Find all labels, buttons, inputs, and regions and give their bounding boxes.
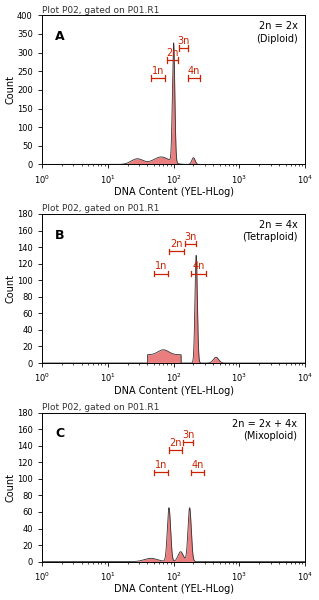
Text: 2n: 2n	[167, 48, 179, 58]
Y-axis label: Count: Count	[5, 274, 16, 303]
Text: 2n = 2x
(Diploid): 2n = 2x (Diploid)	[256, 21, 297, 44]
Text: Plot P02, gated on P01.R1: Plot P02, gated on P01.R1	[42, 204, 159, 213]
Text: 2n = 4x
(Tetraploid): 2n = 4x (Tetraploid)	[242, 220, 297, 242]
Text: 4n: 4n	[188, 66, 200, 76]
Text: C: C	[55, 427, 64, 440]
Text: 1n: 1n	[152, 66, 164, 76]
Text: 2n: 2n	[170, 239, 183, 249]
Text: 3n: 3n	[177, 36, 189, 46]
Text: 1n: 1n	[155, 460, 167, 470]
Y-axis label: Count: Count	[5, 473, 16, 502]
X-axis label: DNA Content (YEL-HLog): DNA Content (YEL-HLog)	[114, 386, 234, 396]
Text: 4n: 4n	[192, 262, 205, 271]
X-axis label: DNA Content (YEL-HLog): DNA Content (YEL-HLog)	[114, 187, 234, 197]
Text: 3n: 3n	[182, 430, 194, 440]
Text: Plot P02, gated on P01.R1: Plot P02, gated on P01.R1	[42, 403, 159, 412]
Text: Plot P02, gated on P01.R1: Plot P02, gated on P01.R1	[42, 5, 159, 14]
Text: 2n: 2n	[169, 437, 182, 448]
Y-axis label: Count: Count	[5, 76, 16, 104]
Text: 4n: 4n	[191, 460, 204, 470]
X-axis label: DNA Content (YEL-HLog): DNA Content (YEL-HLog)	[114, 584, 234, 595]
Text: 3n: 3n	[184, 232, 197, 242]
Text: B: B	[55, 229, 64, 242]
Text: A: A	[55, 30, 65, 43]
Text: 2n = 2x + 4x
(Mixoploid): 2n = 2x + 4x (Mixoploid)	[233, 419, 297, 441]
Text: 1n: 1n	[155, 262, 167, 271]
